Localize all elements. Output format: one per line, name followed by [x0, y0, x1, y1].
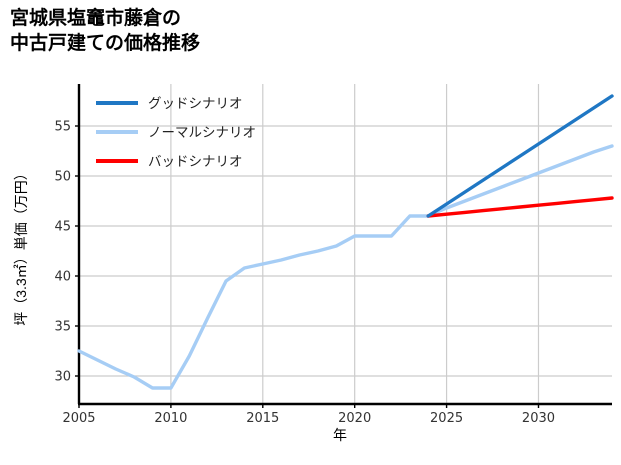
y-tick-label: 45 [54, 220, 71, 235]
chart-title-line2: 中古戸建ての価格推移 [10, 33, 201, 54]
data-series [77, 94, 614, 390]
y-tick-label: 40 [54, 270, 71, 285]
x-tick-label: 2030 [522, 411, 555, 426]
series-line [77, 144, 614, 390]
chart-title-line1: 宮城県塩竈市藤倉の [10, 8, 182, 29]
legend-label: バッドシナリオ [148, 154, 243, 169]
chart-title: 宮城県塩竈市藤倉の 中古戸建ての価格推移 [10, 6, 200, 56]
y-tick-label: 35 [54, 320, 71, 335]
x-tick-label: 2005 [62, 411, 95, 426]
x-tick-label: 2020 [338, 411, 371, 426]
y-axis-label: 坪（3.3㎡）単価（万円） [13, 166, 29, 325]
y-tick-label: 30 [54, 370, 71, 385]
y-tick-label: 55 [54, 120, 71, 135]
x-tick-label: 2025 [430, 411, 463, 426]
x-axis-label: 年 [333, 427, 347, 443]
x-tick-label: 2015 [246, 411, 279, 426]
series-line [426, 196, 614, 218]
y-tick-label: 50 [54, 170, 71, 185]
x-tick-label: 2010 [154, 411, 187, 426]
legend-label: ノーマルシナリオ [148, 125, 256, 140]
axis-ticks [75, 125, 540, 408]
series-line [426, 94, 614, 218]
legend-label: グッドシナリオ [148, 96, 243, 111]
tick-labels: 30 35 40 45 50 55 2005 2010 2015 2020 2025 2030 [54, 120, 555, 427]
